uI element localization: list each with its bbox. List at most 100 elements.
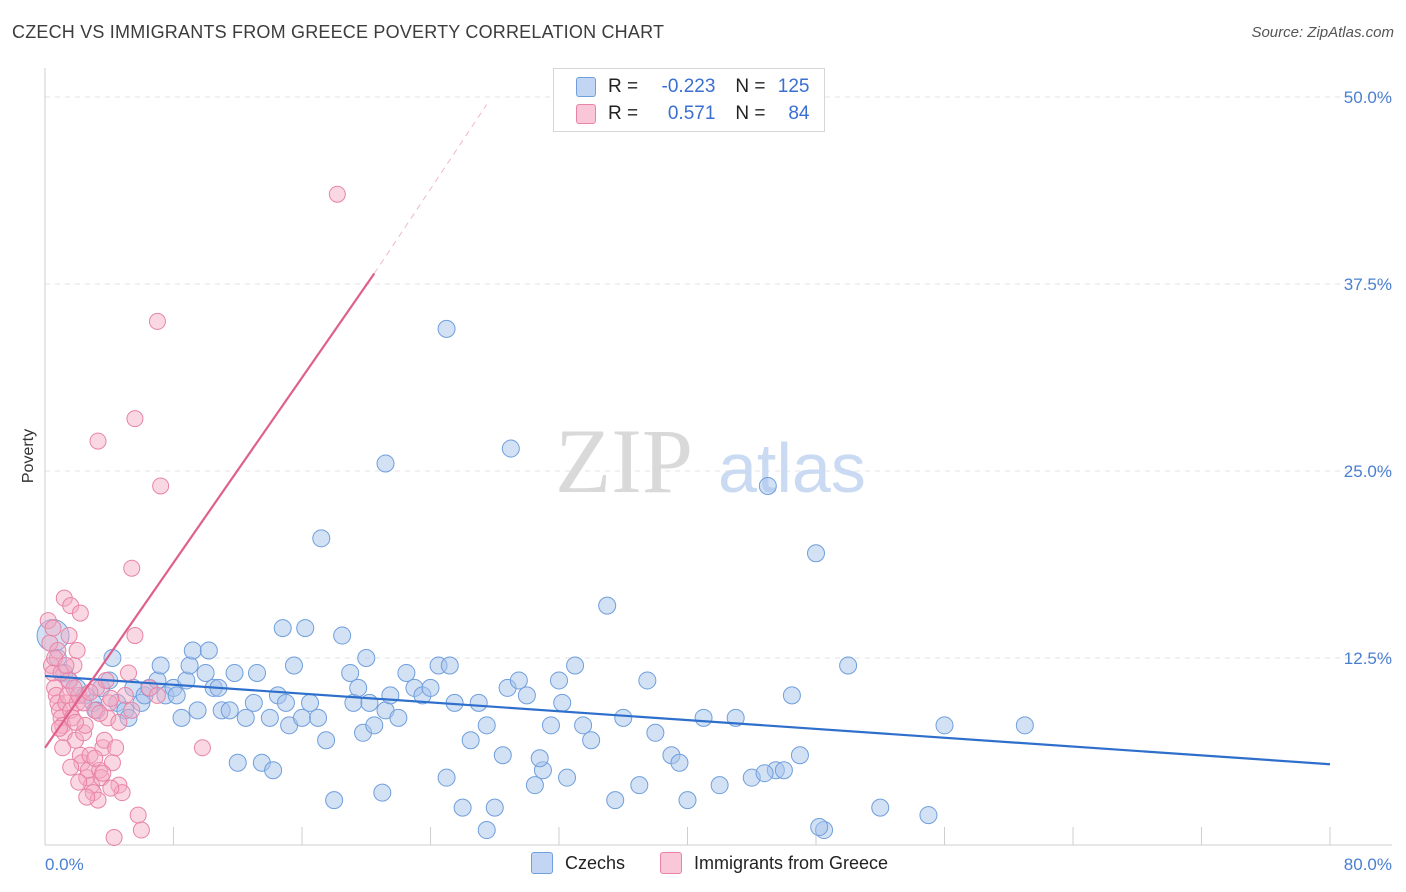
bottom-legend-czech-label: Czechs (565, 852, 626, 873)
czech-point (501, 439, 520, 458)
greece-point (152, 477, 170, 495)
czech-point (296, 619, 315, 638)
legend-r-label: R = (608, 76, 639, 97)
czech-point (188, 701, 207, 720)
legend-r-value-greece: 0.571 (667, 103, 716, 124)
greece-point (86, 749, 104, 767)
czech-point (871, 798, 890, 817)
greece-trend-extension (373, 104, 488, 274)
greece-point (126, 410, 144, 428)
legend-row-czech: R = -0.223 N = 125 (576, 75, 810, 99)
czech-point (225, 663, 244, 682)
greece-swatch (576, 104, 596, 124)
bottom-legend-greece: Immigrants from Greece (660, 852, 888, 874)
legend-row-greece: R = 0.571 N = 84 (576, 102, 810, 126)
czech-point (1015, 716, 1034, 735)
czech-point (312, 529, 331, 548)
czech-point (598, 596, 617, 615)
czech-point (440, 656, 459, 675)
greece-swatch (660, 852, 682, 874)
greece-point (107, 739, 125, 757)
greece-point (71, 604, 89, 622)
legend: R = -0.223 N = 125 R = 0.571 N = 84 (553, 68, 825, 132)
legend-n-label: N = (735, 76, 766, 97)
grid-lines (45, 96, 1392, 659)
czech-point (485, 798, 504, 817)
greece-point (44, 619, 62, 637)
czech-point (614, 708, 633, 727)
greece-point (116, 686, 134, 704)
czech-point (453, 798, 472, 817)
czech-point (810, 818, 829, 837)
czech-point (373, 783, 392, 802)
czech-point (151, 656, 170, 675)
czech-point (606, 791, 625, 810)
greece-point (132, 821, 150, 839)
greece-point (102, 689, 120, 707)
czech-point (317, 731, 336, 750)
czech-point (790, 746, 809, 765)
czech-point (477, 821, 496, 840)
axes (44, 68, 1392, 846)
czech-point (248, 663, 267, 682)
czech-point (341, 663, 360, 682)
y-axis-label: Poverty (20, 429, 37, 483)
x-tick-label: 0.0% (45, 855, 84, 874)
trend-lines (44, 104, 1331, 766)
czech-point (437, 319, 456, 338)
greece-point (123, 559, 141, 577)
greece-point (67, 713, 85, 731)
czech-point (530, 749, 549, 768)
czech-point (694, 708, 713, 727)
greece-point (110, 713, 128, 731)
greece-point (57, 656, 75, 674)
czech-point (477, 716, 496, 735)
watermark: ZIP atlas (555, 410, 866, 512)
czech-point (284, 656, 303, 675)
czech-point (437, 768, 456, 787)
czech-point (638, 671, 657, 690)
czech-point (309, 708, 328, 727)
czech-point (755, 764, 774, 783)
greece-point (65, 679, 83, 697)
czech-point (558, 768, 577, 787)
czech-point (333, 626, 352, 645)
greece-point (62, 758, 80, 776)
czech-point (469, 693, 488, 712)
source-label: Source: ZipAtlas.com (1251, 24, 1394, 41)
legend-r-label: R = (608, 103, 639, 124)
czech-point (646, 723, 665, 742)
legend-r-value-czech: -0.223 (661, 76, 716, 97)
czech-point (199, 641, 218, 660)
czech-point (509, 671, 528, 690)
greece-point (91, 704, 109, 722)
greece-point (54, 739, 72, 757)
czech-point (839, 656, 858, 675)
greece-point (89, 791, 107, 809)
czech-point (421, 678, 440, 697)
czech-point (183, 641, 202, 660)
greece-point (105, 829, 123, 847)
x-tick-label: 80.0% (1344, 855, 1392, 874)
czech-point (273, 619, 292, 638)
czech-swatch (531, 852, 553, 874)
czech-point (381, 686, 400, 705)
greece-point (126, 627, 144, 645)
czech-point (541, 716, 560, 735)
czech-point (365, 716, 384, 735)
czech-point (228, 753, 247, 772)
czech-point (553, 693, 572, 712)
greece-point (78, 788, 96, 806)
legend-n-value-greece: 84 (788, 103, 810, 124)
czech-point (574, 716, 593, 735)
czech-point (349, 678, 368, 697)
greece-point (123, 701, 141, 719)
greece-point (89, 432, 107, 450)
czech-point (807, 544, 825, 563)
bottom-legend-czech: Czechs (531, 852, 625, 874)
watermark-atlas: atlas (718, 429, 866, 507)
czech-point (325, 791, 344, 810)
greece-point (193, 739, 211, 757)
y-tick-label: 37.5% (1344, 275, 1392, 294)
